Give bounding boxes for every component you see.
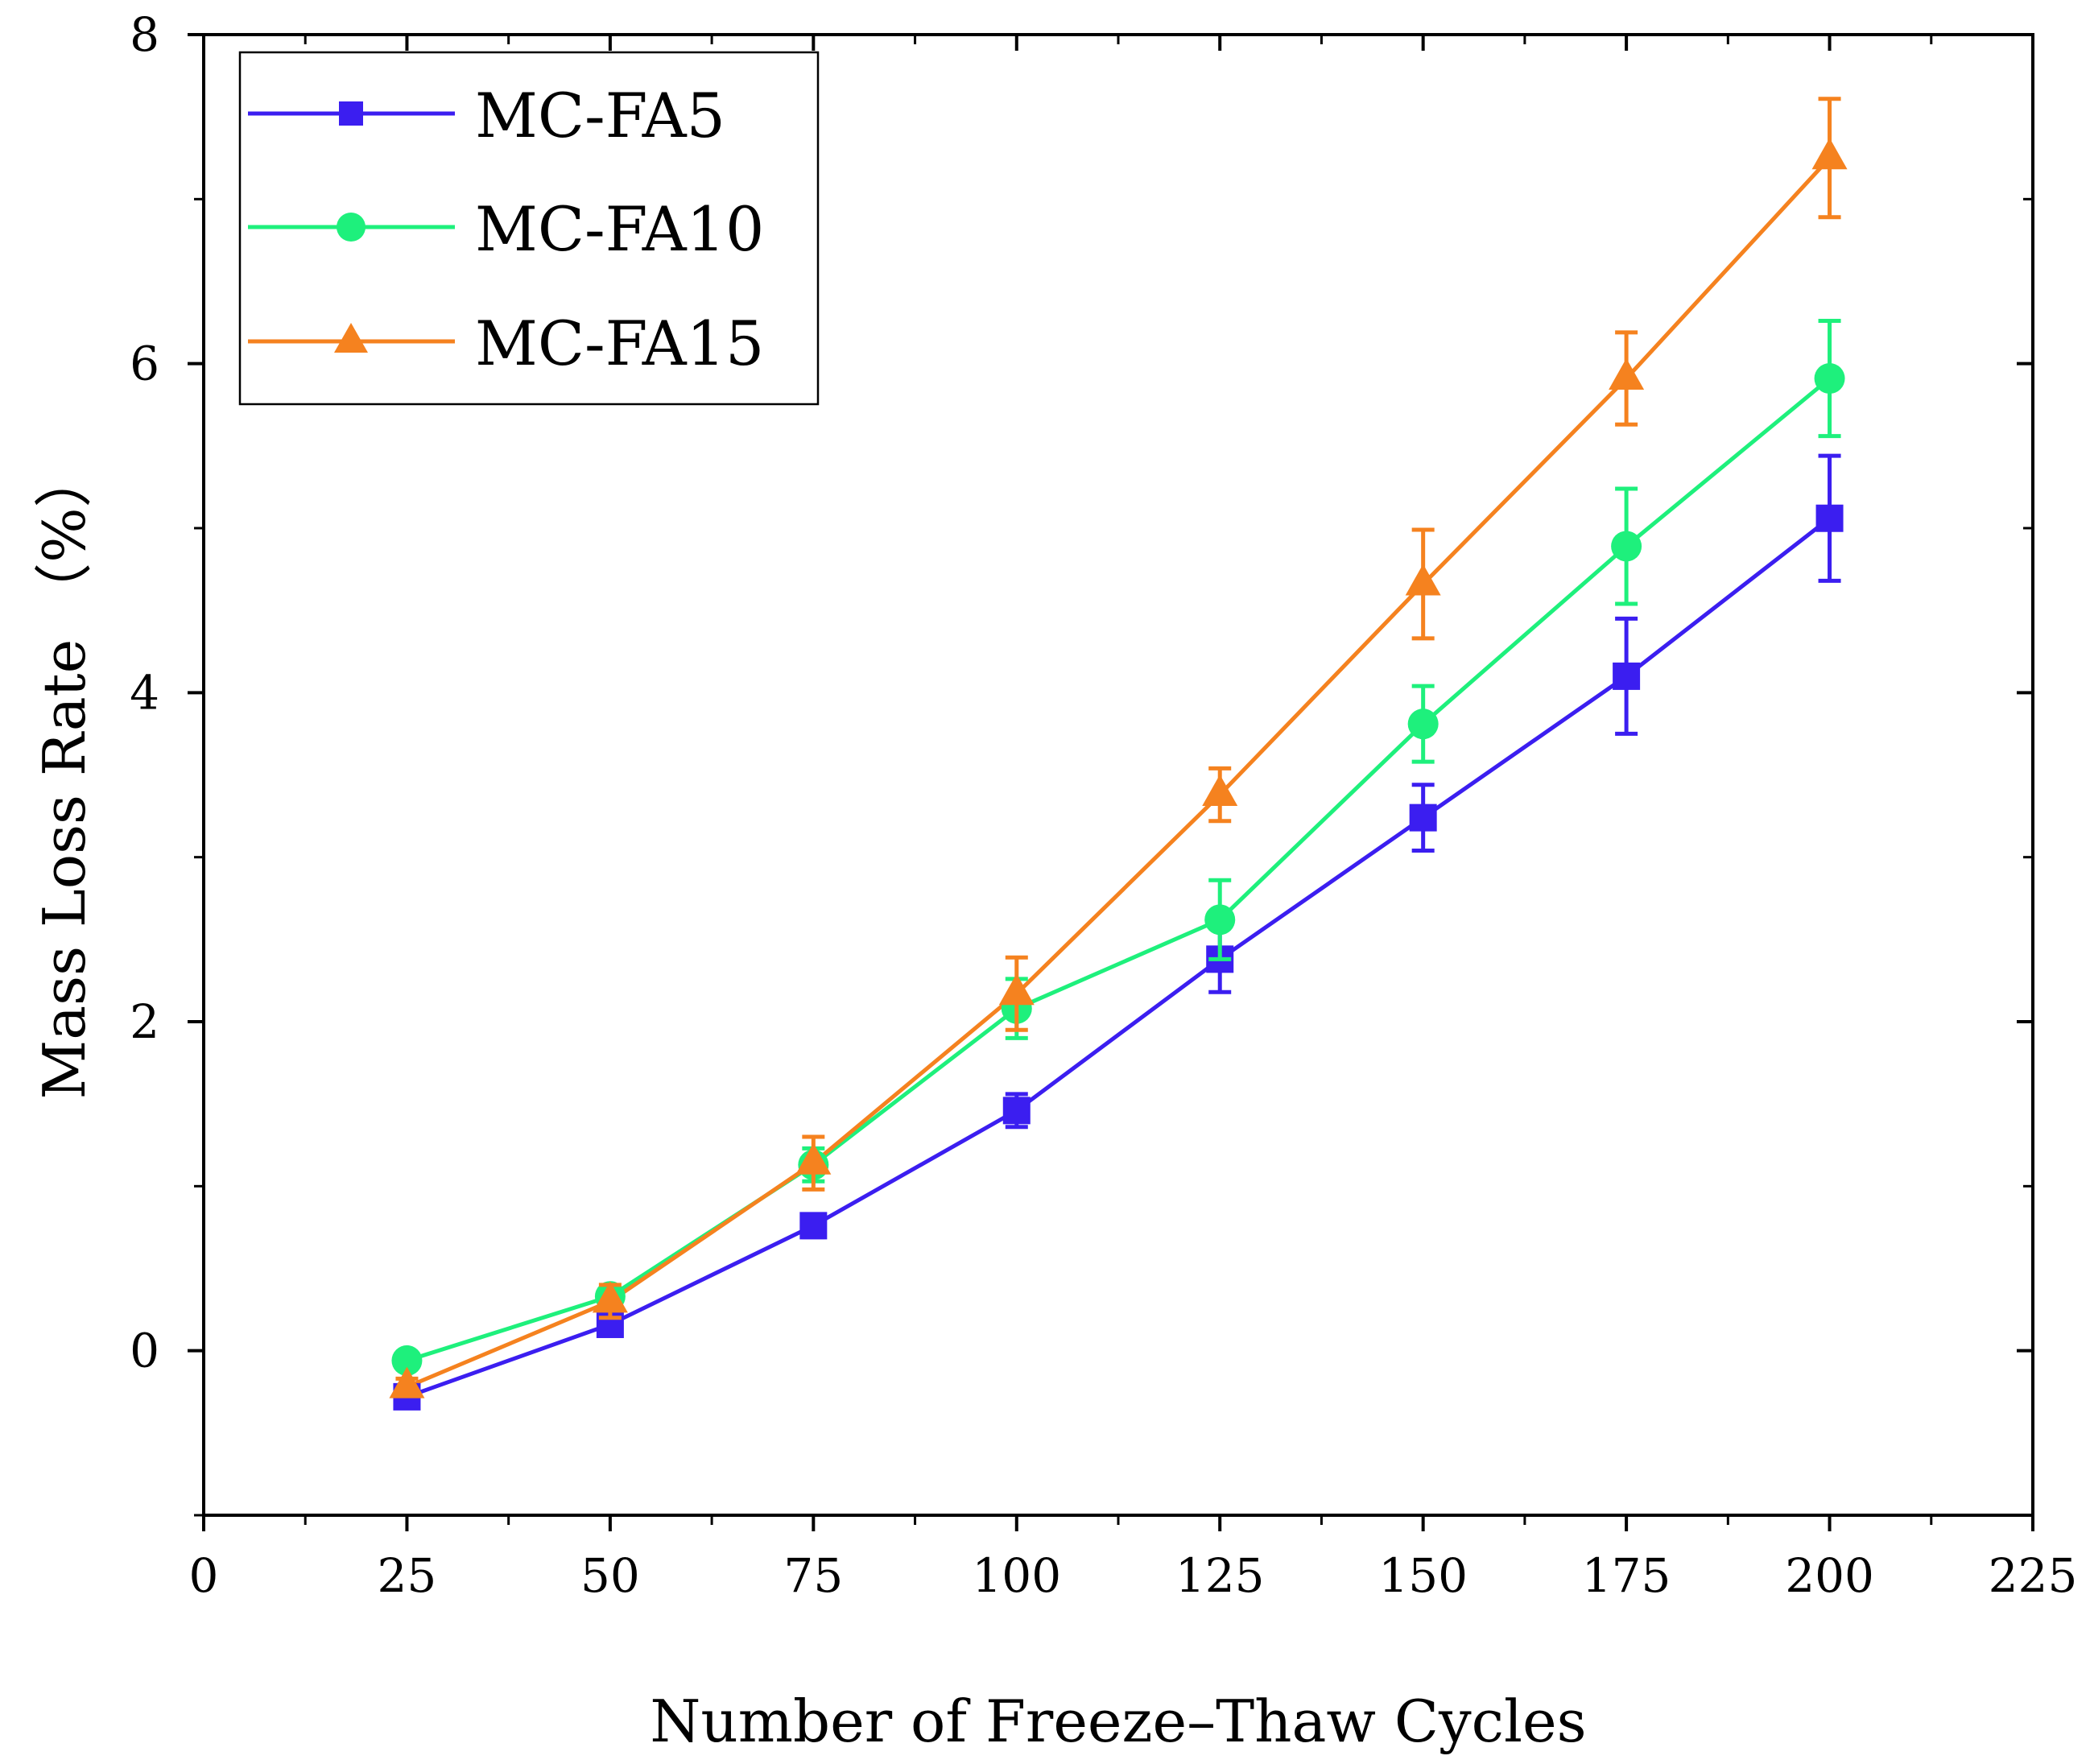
x-tick-label-125: 125 — [1175, 1548, 1265, 1603]
axes: 0 25 50 75 100 125 150 175 200 225 0 2 4 6 8 — [130, 7, 2077, 1603]
data-point-mc-fa15-100 — [998, 973, 1035, 1006]
x-tick-label-50: 50 — [580, 1548, 640, 1603]
data-point-mc-fa10-200 — [1814, 363, 1845, 395]
series-line-mc-fa15 — [406, 156, 1832, 1389]
series-markers — [389, 97, 1848, 1411]
data-point-mc-fa15-200 — [1811, 138, 1848, 170]
legend-marker-mc-fa10 — [337, 213, 366, 242]
data-point-mc-fa5-200 — [1815, 504, 1844, 532]
data-point-mc-fa15-50 — [592, 1281, 628, 1313]
x-tick-label-175: 175 — [1582, 1548, 1671, 1603]
data-point-mc-fa5-150 — [1409, 804, 1437, 832]
series-line-mc-fa5 — [406, 516, 1832, 1399]
data-point-mc-fa5-75 — [799, 1212, 828, 1240]
data-point-mc-fa10-175 — [1611, 531, 1642, 562]
y-tick-label-2: 2 — [130, 994, 159, 1049]
y-axis-title: Mass Loss Rate （%） — [31, 449, 98, 1099]
y-tick-label-6: 6 — [130, 337, 159, 391]
data-point-mc-fa15-175 — [1609, 358, 1645, 390]
x-tick-label-100: 100 — [972, 1548, 1061, 1603]
y-tick-label-4: 4 — [130, 665, 159, 720]
data-point-mc-fa10-25 — [391, 1345, 423, 1376]
data-point-mc-fa15-125 — [1202, 775, 1238, 807]
y-tick-label-0: 0 — [130, 1324, 159, 1378]
data-point-mc-fa10-150 — [1407, 708, 1439, 740]
legend-label-mc-fa10: MC-FA10 — [475, 193, 764, 265]
x-tick-label-200: 200 — [1785, 1548, 1874, 1603]
legend: MC-FA5 MC-FA10 MC-FA15 — [238, 51, 820, 406]
data-point-mc-fa5-175 — [1613, 662, 1641, 690]
x-tick-label-150: 150 — [1378, 1548, 1468, 1603]
data-point-mc-fa15-75 — [795, 1142, 832, 1175]
data-point-mc-fa15-150 — [1405, 564, 1441, 596]
x-tick-label-75: 75 — [783, 1548, 843, 1603]
data-point-mc-fa15-25 — [389, 1366, 425, 1398]
data-point-mc-fa10-125 — [1204, 904, 1236, 936]
x-tick-label-225: 225 — [1989, 1548, 2078, 1603]
legend-marker-mc-fa15 — [334, 323, 368, 353]
legend-label-mc-fa5: MC-FA5 — [475, 80, 725, 151]
x-axis-title: Number of Freeze–Thaw Cycles — [650, 1688, 1586, 1755]
data-point-mc-fa5-100 — [1002, 1097, 1031, 1125]
x-tick-label-25: 25 — [378, 1548, 437, 1603]
y-tick-label-8: 8 — [130, 7, 159, 62]
legend-label-mc-fa15: MC-FA15 — [475, 308, 764, 379]
series-line-mc-fa10 — [406, 377, 1832, 1363]
x-tick-label-0: 0 — [189, 1548, 219, 1603]
series-lines — [406, 156, 1832, 1399]
legend-marker-mc-fa5 — [339, 101, 363, 126]
